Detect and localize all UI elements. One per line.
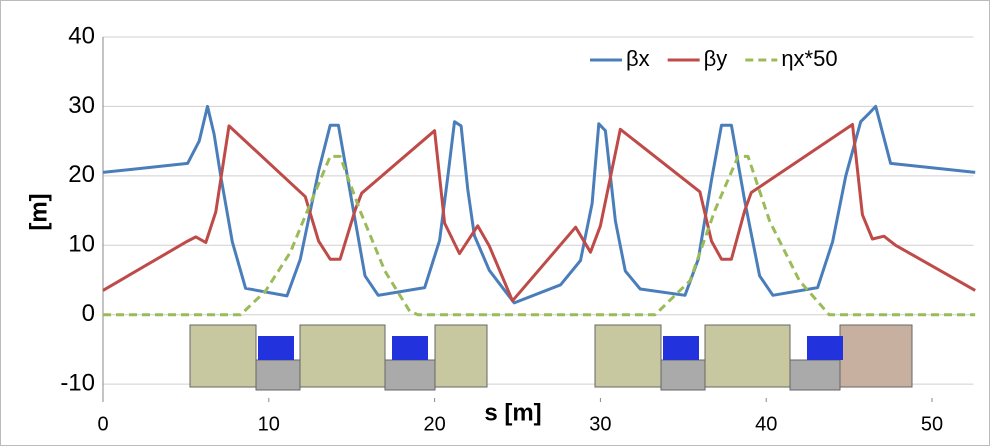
y-tick-label: 0 bbox=[82, 300, 95, 327]
x-tick-label: 30 bbox=[589, 413, 611, 435]
x-tick-label: 20 bbox=[423, 413, 445, 435]
legend-label: ηx*50 bbox=[781, 46, 837, 71]
x-tick-label: 50 bbox=[921, 413, 943, 435]
legend-label: βy bbox=[704, 46, 728, 71]
y-tick-label: 40 bbox=[68, 22, 95, 49]
x-tick-label: 40 bbox=[755, 413, 777, 435]
machine-images bbox=[189, 324, 913, 391]
y-tick-label: 20 bbox=[68, 161, 95, 188]
legend-label: βx bbox=[626, 46, 650, 71]
x-tick-label: 0 bbox=[97, 413, 108, 435]
x-tick-label: 10 bbox=[258, 413, 280, 435]
y-tick-label: -10 bbox=[60, 369, 95, 396]
series-line bbox=[102, 123, 976, 303]
y-tick-label: 30 bbox=[68, 92, 95, 119]
x-axis-label: s [m] bbox=[484, 399, 541, 426]
series-line bbox=[103, 154, 976, 317]
y-tick-label: 10 bbox=[68, 231, 95, 258]
y-axis-label: [m] bbox=[25, 193, 52, 230]
series-line bbox=[102, 104, 976, 305]
